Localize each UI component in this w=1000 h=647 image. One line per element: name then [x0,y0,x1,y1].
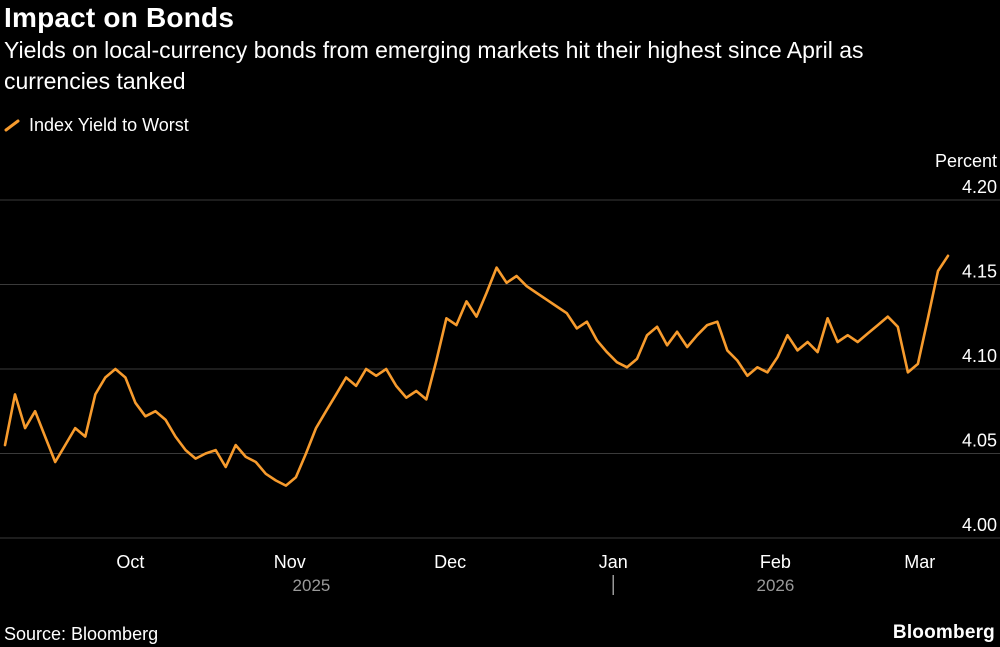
bloomberg-logo: Bloomberg [892,622,995,643]
legend-line-icon [4,119,20,132]
year-label: 2025 [293,576,331,595]
y-tick-label: 4.05 [962,431,997,451]
x-tick-label: Jan [599,552,628,572]
y-tick-label: 4.15 [962,262,997,282]
year-label: 2026 [757,576,795,595]
chart-subtitle: Yields on local-currency bonds from emer… [4,37,864,94]
x-tick-label: Nov [274,552,306,572]
legend-label: Index Yield to Worst [29,115,189,135]
y-axis-title: Percent [934,151,997,171]
x-tick-label: Oct [116,552,144,572]
y-tick-label: 4.10 [962,346,997,366]
y-tick-label: 4.20 [962,177,997,197]
y-tick-label: 4.00 [962,515,997,535]
source-credit: Source: Bloomberg [4,624,159,644]
chart-title: Impact on Bonds [4,2,235,33]
yield-line [3,254,950,487]
x-tick-label: Dec [434,552,466,572]
legend: Index Yield to Worst [4,115,189,136]
legend-swatch-line [4,119,20,132]
x-tick-label: Feb [760,552,791,572]
x-tick-label: Mar [904,552,935,572]
